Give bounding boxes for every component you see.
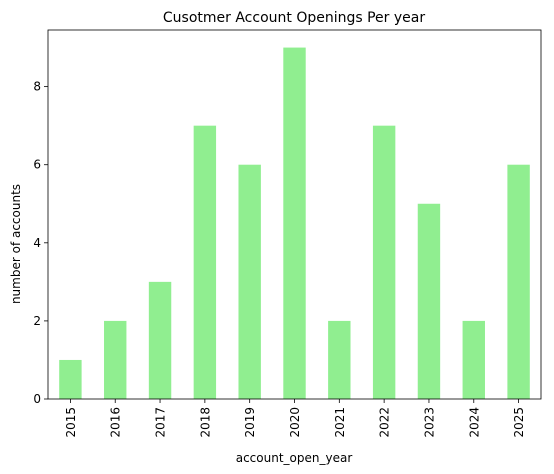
- x-tick-label-2020: 2020: [288, 407, 302, 438]
- x-tick-label-2015: 2015: [64, 407, 78, 438]
- x-axis-label: account_open_year: [236, 451, 353, 465]
- bar-2018: [193, 125, 217, 400]
- x-tick-label-2017: 2017: [154, 407, 168, 438]
- x-tick-label-2021: 2021: [333, 407, 347, 438]
- bar-2021: [328, 320, 351, 399]
- y-tick-label-6: 6: [33, 158, 41, 172]
- bar-2015: [59, 359, 82, 399]
- bars-group: [59, 47, 530, 400]
- x-tick-label-2024: 2024: [467, 407, 481, 438]
- x-tick-label-2025: 2025: [512, 407, 526, 438]
- x-tick-label-2019: 2019: [243, 407, 257, 438]
- bar-2024: [462, 320, 485, 399]
- bar-2019: [238, 164, 261, 399]
- x-tick-label-2016: 2016: [109, 407, 123, 438]
- bar-2020: [283, 47, 306, 399]
- bar-2025: [507, 164, 530, 399]
- y-tick-label-4: 4: [33, 236, 41, 250]
- y-axis-label: number of accounts: [9, 184, 23, 304]
- x-tick-label-2018: 2018: [198, 407, 212, 438]
- bar-2023: [417, 203, 441, 399]
- chart-title: Cusotmer Account Openings Per year: [163, 10, 425, 26]
- bar-2016: [104, 320, 127, 399]
- x-tick-label-2023: 2023: [422, 407, 436, 438]
- x-axis-ticks: 2015 2016 2017 2018 2019 2020 2021 2022 2023 2024…: [64, 399, 526, 438]
- y-axis-ticks: 0 2 4 6 8: [33, 80, 48, 406]
- plot-area-border: [47, 29, 542, 400]
- bar-2022: [372, 125, 396, 400]
- plot-frame: [47, 29, 542, 400]
- y-tick-label-8: 8: [33, 80, 41, 94]
- y-tick-label-2: 2: [33, 314, 41, 328]
- x-tick-label-2022: 2022: [378, 407, 392, 438]
- y-tick-label-0: 0: [33, 392, 41, 406]
- bar-2017: [148, 281, 172, 399]
